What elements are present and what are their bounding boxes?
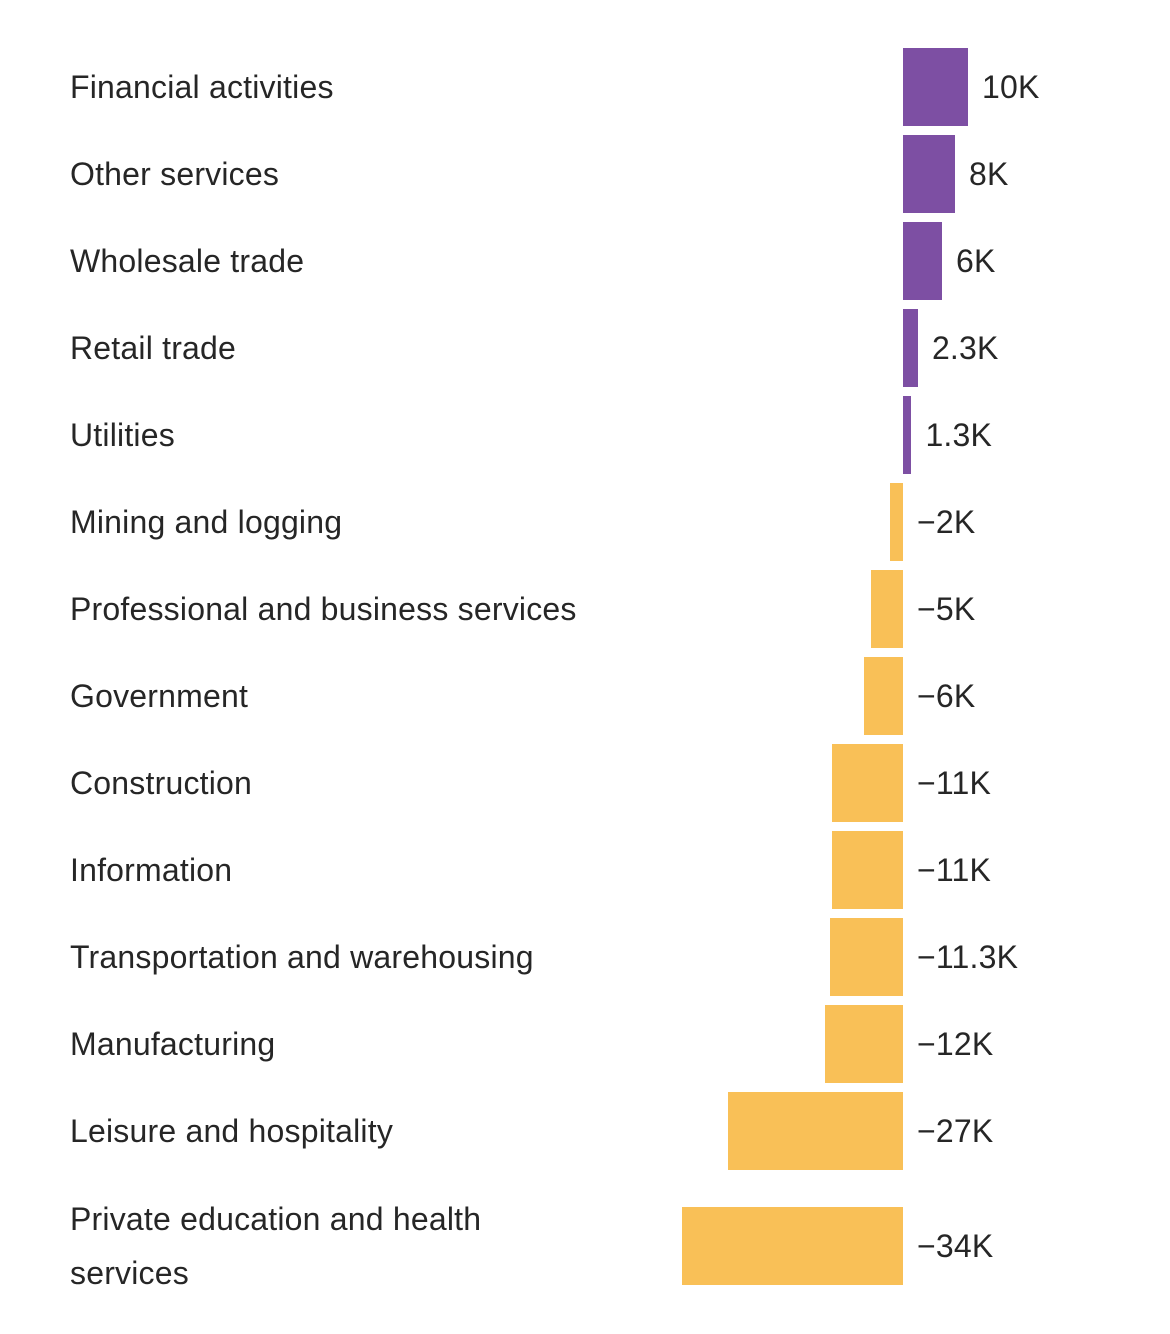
negative-bar	[864, 657, 903, 735]
negative-bar	[890, 483, 903, 561]
positive-bar	[903, 48, 968, 126]
value-label: −2K	[917, 504, 976, 540]
chart-row: Wholesale trade 6K	[0, 218, 1170, 305]
chart-row: Mining and logging −2K	[0, 479, 1170, 566]
chart-row: Utilities 1.3K	[0, 392, 1170, 479]
chart-row: Retail trade 2.3K	[0, 305, 1170, 392]
chart-row: Information −11K	[0, 827, 1170, 914]
chart-row: Private education and health services −34…	[0, 1175, 1170, 1317]
category-label: Government	[70, 678, 249, 715]
value-label: −12K	[917, 1026, 994, 1062]
value-label: −27K	[917, 1113, 994, 1149]
category-label: Utilities	[70, 417, 175, 454]
value-label: −11K	[917, 852, 992, 888]
value-label: 10K	[982, 69, 1040, 105]
chart-row: Professional and business services −5K	[0, 566, 1170, 653]
chart-row: Other services 8K	[0, 131, 1170, 218]
category-label: Information	[70, 852, 233, 889]
category-label: Leisure and hospitality	[70, 1113, 394, 1150]
category-label: Professional and business services	[70, 591, 577, 628]
value-label: −6K	[917, 678, 976, 714]
value-label: −5K	[917, 591, 976, 627]
category-label: Financial activities	[70, 69, 334, 106]
chart-row: Construction −11K	[0, 740, 1170, 827]
category-label: Manufacturing	[70, 1026, 276, 1063]
value-label: −11.3K	[917, 939, 1019, 975]
negative-bar	[682, 1207, 903, 1285]
category-label: Retail trade	[70, 330, 237, 367]
negative-bar	[831, 831, 903, 909]
negative-bar	[727, 1092, 903, 1170]
value-label: −34K	[917, 1227, 994, 1264]
category-label: Mining and logging	[70, 504, 343, 541]
positive-bar	[903, 309, 918, 387]
negative-bar	[825, 1005, 903, 1083]
negative-bar	[870, 570, 903, 648]
category-label: Private education and health services	[70, 1200, 482, 1291]
value-label: 2.3K	[931, 330, 999, 366]
chart-row: Transportation and warehousing −11.3K	[0, 914, 1170, 1001]
category-label: Wholesale trade	[70, 243, 305, 280]
chart-row: Manufacturing −12K	[0, 1001, 1170, 1088]
category-label: Transportation and warehousing	[70, 939, 534, 976]
value-label: 6K	[956, 243, 996, 279]
value-label: −11K	[917, 765, 992, 801]
chart-row: Government −6K	[0, 653, 1170, 740]
chart-row: Financial activities 10K	[0, 44, 1170, 131]
category-label: Construction	[70, 765, 253, 802]
negative-bar	[829, 918, 903, 996]
value-label: 1.3K	[925, 417, 993, 453]
positive-bar	[903, 135, 955, 213]
negative-bar	[831, 744, 903, 822]
positive-bar	[903, 396, 912, 474]
value-label: 8K	[969, 156, 1009, 192]
category-label: Other services	[70, 156, 280, 193]
chart-row: Leisure and hospitality −27K	[0, 1088, 1170, 1175]
positive-bar	[903, 222, 942, 300]
